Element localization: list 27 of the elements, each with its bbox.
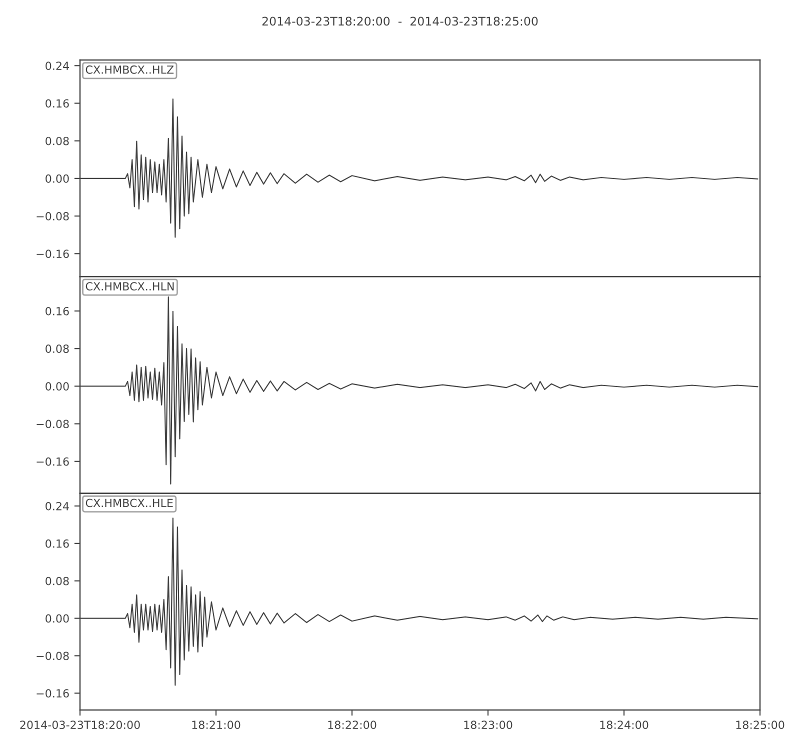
y-tick-label: 0.00 bbox=[46, 614, 69, 623]
y-tick-label: 0.08 bbox=[46, 344, 69, 353]
y-tick-label: 0.24 bbox=[46, 502, 69, 510]
y-tick-label: 0.16 bbox=[46, 539, 69, 548]
y-tick-label: 0.00 bbox=[46, 174, 69, 183]
chart-title: 2014-03-23T18:20:00 - 2014-03-23T18:25:00 bbox=[262, 16, 538, 26]
y-tick-label: 0.16 bbox=[46, 306, 69, 316]
x-tick-label: 18:24:00 bbox=[600, 720, 648, 730]
y-tick-label: −0.16 bbox=[36, 250, 69, 258]
y-tick-label: −0.08 bbox=[36, 652, 69, 660]
x-tick-label: 18:21:00 bbox=[192, 720, 240, 730]
text: CX.HMBCX..HLZ bbox=[86, 65, 174, 74]
y-tick-label: 0.08 bbox=[46, 576, 69, 586]
x-tick-label: 18:23:00 bbox=[464, 720, 512, 730]
x-tick-label: 2014-03-23T18:20:00 bbox=[20, 720, 140, 730]
x-tick-label: 18:25:00 bbox=[736, 720, 784, 730]
y-tick-label: −0.08 bbox=[36, 212, 69, 220]
x-tick-label: 18:22:00 bbox=[328, 720, 376, 730]
y-tick-label: −0.08 bbox=[36, 420, 69, 428]
y-tick-label: −0.16 bbox=[36, 689, 69, 698]
y-tick-label: 0.08 bbox=[46, 136, 69, 146]
series-label: CX.HMBCX..HLE bbox=[86, 498, 173, 508]
series-label: CX.HMBCX..HLN bbox=[86, 282, 174, 290]
y-tick-label: 0.00 bbox=[46, 382, 69, 391]
y-tick-label: 0.24 bbox=[46, 62, 69, 70]
y-tick-label: −0.16 bbox=[36, 457, 69, 466]
y-tick-label: 0.16 bbox=[46, 99, 69, 108]
